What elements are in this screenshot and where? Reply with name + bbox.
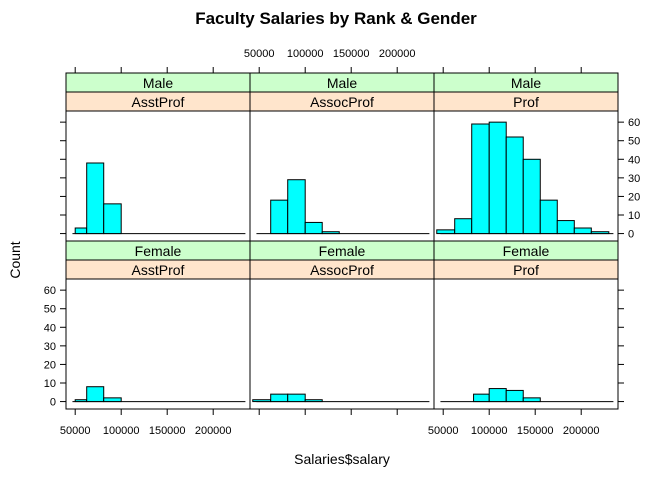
y-tick-label: 20 <box>44 359 56 371</box>
y-tick-label: 30 <box>44 341 56 353</box>
x-tick-label: 150000 <box>149 425 186 437</box>
strip-rank-label: AssocProf <box>310 94 374 110</box>
x-tick-label: 200000 <box>379 48 416 60</box>
x-tick-label: 50000 <box>60 425 91 437</box>
histogram-bar <box>287 179 306 235</box>
histogram-bar <box>505 136 524 235</box>
x-tick-label: 50000 <box>428 425 459 437</box>
y-tick-label: 0 <box>50 397 56 409</box>
y-tick-label: 60 <box>628 117 640 129</box>
y-tick-label: 10 <box>44 378 56 390</box>
x-tick-label: 100000 <box>103 425 140 437</box>
histogram-bar <box>304 399 323 403</box>
histogram-bar <box>436 229 456 235</box>
histogram-bar <box>86 162 105 235</box>
histogram-bar <box>270 393 289 403</box>
histogram-bar <box>488 388 507 403</box>
strip-rank-label: AsstProf <box>132 262 185 278</box>
y-tick-label: 0 <box>628 229 634 241</box>
y-tick-label: 30 <box>628 173 640 185</box>
y-axis-label: Count <box>7 241 23 278</box>
histogram-bar <box>103 203 122 235</box>
x-tick-label: 100000 <box>471 425 508 437</box>
strip-gender-label: Female <box>319 243 366 259</box>
y-tick-label: 40 <box>44 322 56 334</box>
strip-gender-label: Male <box>327 75 358 91</box>
histogram-bar <box>539 199 558 235</box>
histogram-bar <box>321 231 340 235</box>
y-tick-label: 40 <box>628 154 640 166</box>
x-tick-label: 50000 <box>244 48 275 60</box>
histogram-bar <box>103 397 122 403</box>
y-tick-label: 50 <box>44 304 56 316</box>
histogram-bar <box>590 231 610 235</box>
x-axis-label: Salaries$salary <box>294 451 390 467</box>
histogram-bar <box>304 221 323 235</box>
histogram-bar <box>74 399 88 403</box>
histogram-bar <box>471 123 490 235</box>
chart-title: Faculty Salaries by Rank & Gender <box>195 9 477 28</box>
histogram-bar <box>86 386 105 403</box>
histogram-bar <box>522 158 541 235</box>
histogram-bar <box>488 121 507 235</box>
strip-gender-label: Male <box>511 75 542 91</box>
strip-rank-label: Prof <box>513 94 539 110</box>
x-tick-label: 200000 <box>563 425 600 437</box>
strip-gender-label: Female <box>503 243 550 259</box>
histogram-bar <box>573 227 592 235</box>
histogram-bar <box>454 218 473 235</box>
y-tick-label: 20 <box>628 191 640 203</box>
histogram-bar <box>252 399 272 403</box>
histogram-bar <box>556 220 575 235</box>
histogram-bar <box>473 393 490 403</box>
x-tick-label: 150000 <box>517 425 554 437</box>
strip-gender-label: Male <box>143 75 174 91</box>
histogram-bar <box>522 397 541 403</box>
strip-rank-label: AsstProf <box>132 94 185 110</box>
plot-area: Male AsstProf Male AssocProf Male Prof Female A… <box>44 48 641 437</box>
histogram-bar <box>505 389 524 403</box>
y-tick-label: 60 <box>44 285 56 297</box>
x-tick-label: 150000 <box>333 48 370 60</box>
x-tick-label: 100000 <box>287 48 324 60</box>
strip-gender-label: Female <box>135 243 182 259</box>
y-tick-label: 10 <box>628 210 640 222</box>
strip-rank-label: AssocProf <box>310 262 374 278</box>
strip-rank-label: Prof <box>513 262 539 278</box>
histogram-bar <box>287 393 306 403</box>
histogram-bar <box>270 199 289 235</box>
histogram-bar <box>74 227 88 235</box>
y-tick-label: 50 <box>628 136 640 148</box>
x-tick-label: 200000 <box>195 425 232 437</box>
